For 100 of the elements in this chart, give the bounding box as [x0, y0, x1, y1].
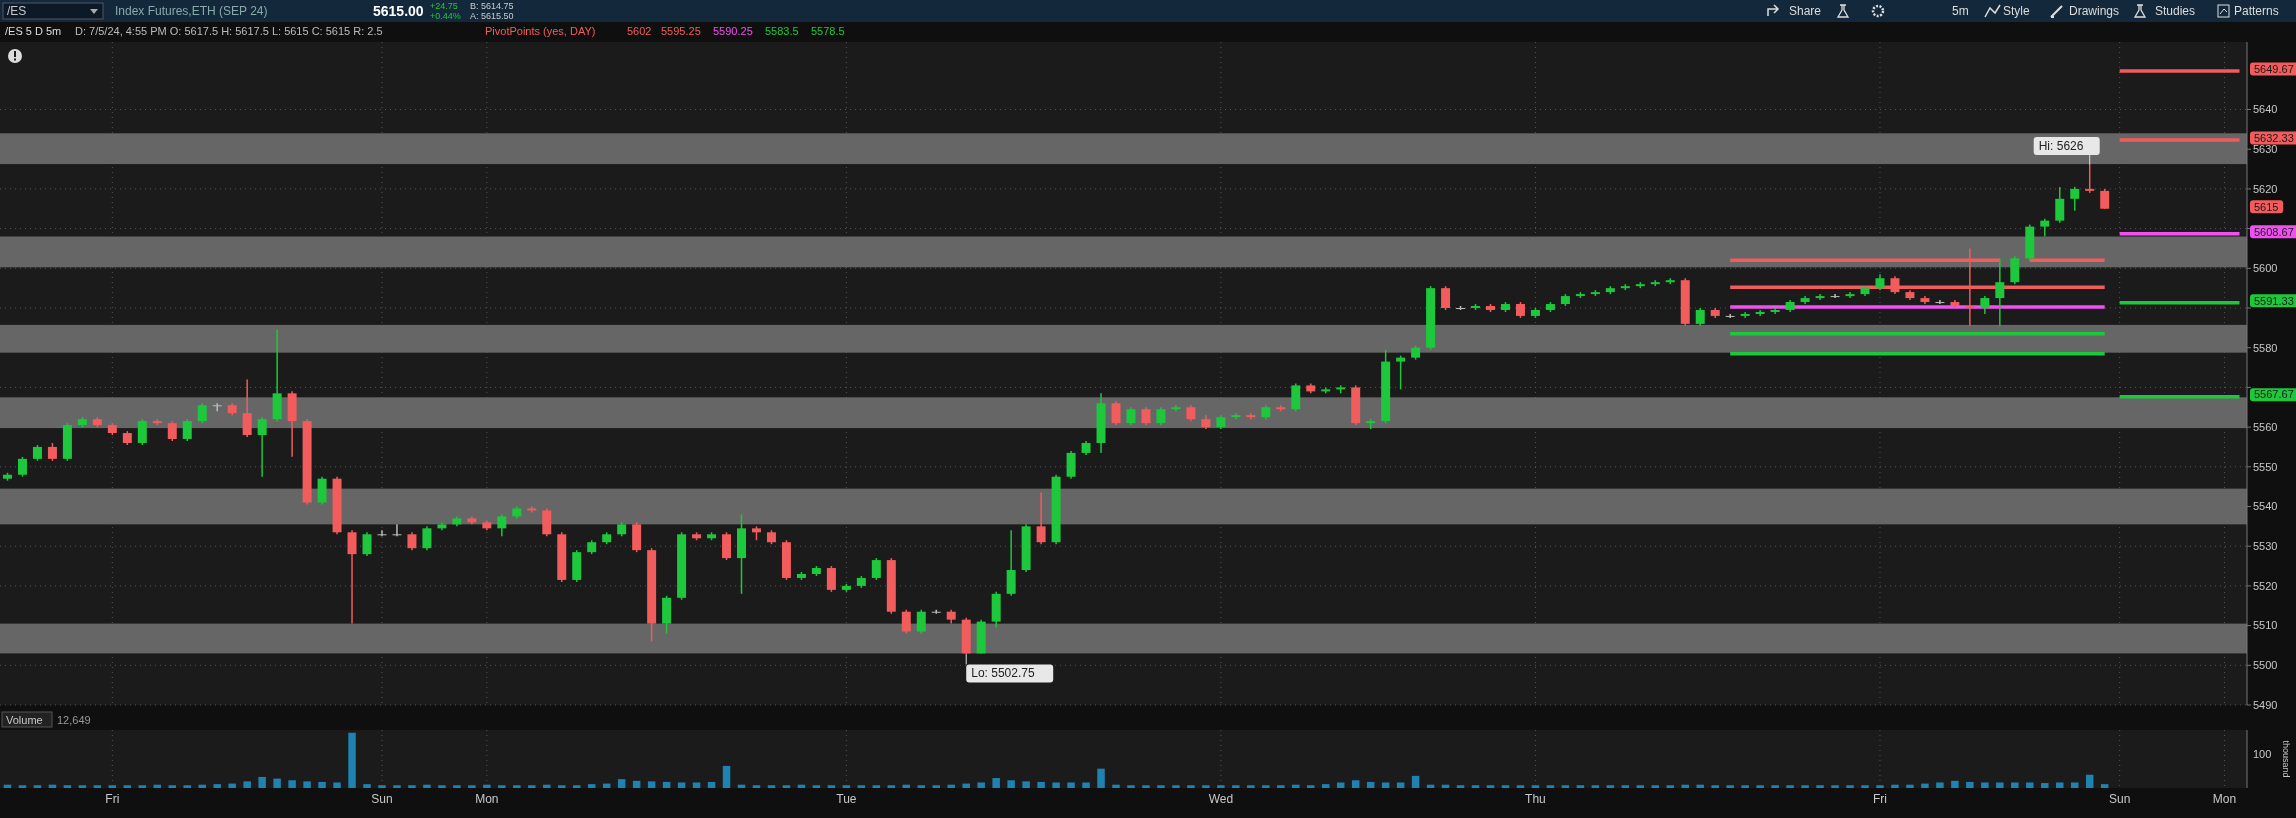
y-tick-label: 5520	[2253, 579, 2278, 592]
text: 5578.5	[811, 25, 845, 37]
text: 5591.33	[2254, 294, 2294, 307]
candlestick	[497, 513, 507, 538]
bar	[1456, 785, 1465, 788]
text: Studies	[2155, 4, 2196, 18]
y-tick-label: 5550	[2253, 460, 2278, 473]
bar	[498, 785, 506, 788]
bar	[108, 785, 117, 788]
y-tick-label: 5510	[2253, 619, 2278, 632]
bar	[647, 781, 656, 788]
bar	[1007, 780, 1015, 788]
bar	[2100, 784, 2109, 788]
candlestick	[257, 416, 267, 478]
bar	[1067, 782, 1075, 788]
bar	[1232, 785, 1240, 788]
bar	[78, 785, 87, 788]
y-tick-label: 5490	[2253, 698, 2278, 711]
bar	[1516, 785, 1525, 788]
bar	[1471, 785, 1480, 788]
bar	[1172, 785, 1180, 788]
bar	[543, 784, 551, 788]
text: 5590.25	[713, 25, 753, 37]
annotation: Lo: 5502.75	[971, 666, 1035, 681]
y-tick-label: 5500	[2253, 659, 2278, 672]
candlestick	[2055, 186, 2065, 224]
text: 100	[2253, 747, 2272, 760]
text: +24.75	[430, 1, 458, 11]
bar	[2085, 774, 2094, 788]
bar	[273, 778, 281, 788]
x-tick-label: Thu	[1525, 792, 1546, 806]
text: 5595.25	[661, 25, 701, 37]
text: Style	[2003, 4, 2030, 18]
bar	[348, 732, 356, 788]
bar	[1606, 785, 1615, 788]
y-tick-label: 5540	[2253, 500, 2278, 513]
bar	[528, 785, 536, 788]
bar	[288, 780, 296, 788]
bar	[1876, 785, 1884, 788]
bar	[393, 785, 401, 788]
candlestick	[392, 523, 402, 538]
candlestick	[1066, 450, 1076, 480]
bar	[1816, 785, 1824, 788]
y-axis-title: thousand	[2281, 740, 2291, 778]
text: 5615	[2254, 200, 2279, 213]
bar	[1097, 768, 1105, 788]
candlestick	[2010, 255, 2020, 285]
candlestick	[1291, 382, 1301, 412]
bar	[1292, 784, 1300, 788]
text: 5608.67	[2254, 225, 2294, 238]
bar	[1336, 782, 1345, 788]
bar	[1546, 785, 1555, 788]
bar	[962, 783, 970, 788]
candlestick	[916, 608, 926, 635]
bar	[1621, 785, 1630, 788]
bar	[947, 784, 955, 788]
bar	[1906, 784, 1914, 788]
bar	[2041, 783, 2049, 788]
x-tick-label: Mon	[2212, 792, 2237, 806]
candlestick	[1036, 491, 1046, 545]
bar	[917, 785, 926, 788]
bar	[1112, 784, 1120, 788]
bar	[1936, 782, 1944, 788]
bar	[1082, 782, 1090, 788]
candlestick	[317, 475, 327, 506]
bar	[1127, 785, 1135, 788]
bar	[1022, 781, 1030, 788]
candlestick	[377, 529, 387, 538]
bar	[842, 785, 851, 788]
text: A: 5615.50	[470, 11, 514, 21]
x-tick-label: Mon	[475, 792, 499, 806]
bar	[1037, 781, 1045, 788]
bar	[1981, 782, 1989, 788]
bar	[1321, 784, 1330, 788]
chart-title: Volume	[6, 713, 43, 726]
bar	[1052, 782, 1060, 788]
text: Share	[1789, 4, 1822, 18]
bar	[1636, 785, 1645, 788]
bar	[1411, 775, 1420, 788]
candlestick	[2100, 188, 2110, 210]
candlestick	[422, 525, 432, 551]
bar	[1996, 782, 2004, 788]
bar	[483, 784, 491, 788]
bar	[767, 785, 776, 788]
bar	[1951, 780, 1959, 788]
bar	[2026, 782, 2034, 788]
bar	[1756, 785, 1764, 788]
candlestick	[362, 531, 372, 557]
candlestick	[347, 529, 357, 625]
text: PivotPoints (yes, DAY)	[485, 25, 596, 37]
y-tick-label: 5600	[2253, 262, 2278, 275]
bar	[303, 781, 311, 788]
bar	[1741, 785, 1749, 788]
bar	[168, 785, 177, 788]
candlestick	[826, 565, 836, 593]
x-tick-label: Fri	[105, 792, 120, 806]
candlestick	[242, 378, 252, 438]
bar	[1531, 785, 1540, 788]
bar	[93, 785, 102, 788]
bar	[63, 785, 72, 788]
